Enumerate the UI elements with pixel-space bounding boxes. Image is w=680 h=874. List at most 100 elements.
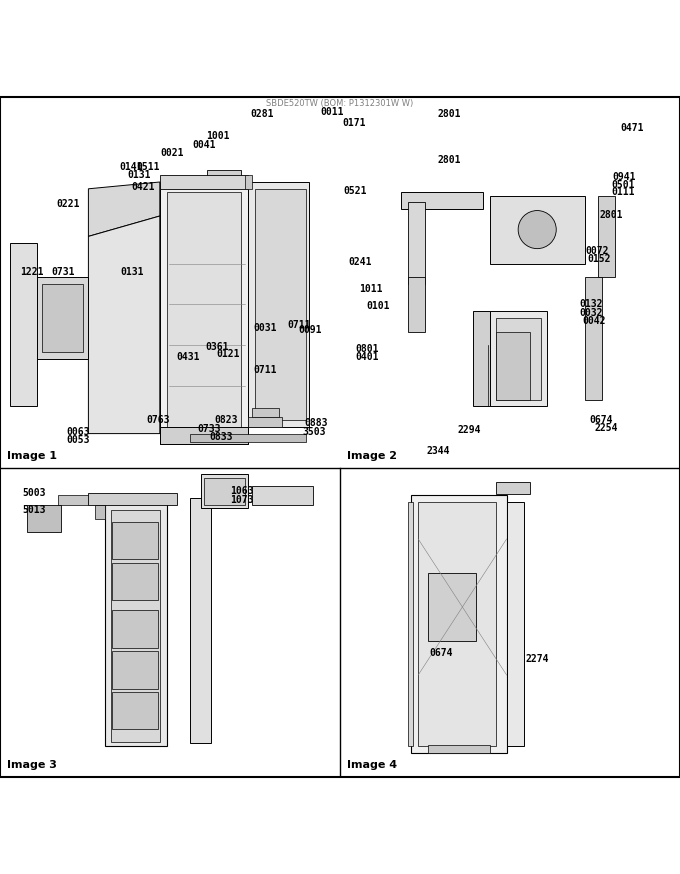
Bar xyxy=(42,284,83,352)
Text: 0501: 0501 xyxy=(611,180,634,190)
Bar xyxy=(112,522,158,559)
Text: 0471: 0471 xyxy=(620,122,643,133)
Circle shape xyxy=(518,211,556,248)
Text: 0121: 0121 xyxy=(216,349,239,359)
Text: 0131: 0131 xyxy=(121,267,144,277)
Bar xyxy=(112,610,158,648)
Bar xyxy=(190,498,211,743)
Text: 0674: 0674 xyxy=(590,415,613,425)
Polygon shape xyxy=(95,505,105,518)
Text: 2344: 2344 xyxy=(427,446,450,455)
Bar xyxy=(112,651,158,689)
Text: 0141: 0141 xyxy=(120,162,143,172)
Bar xyxy=(411,495,507,753)
Text: 0711: 0711 xyxy=(254,365,277,375)
Text: 0733: 0733 xyxy=(197,424,220,434)
Bar xyxy=(160,175,248,189)
Text: 0072: 0072 xyxy=(585,246,609,256)
Bar xyxy=(428,573,476,641)
Text: 0011: 0011 xyxy=(320,107,343,117)
Text: 0823: 0823 xyxy=(214,415,237,425)
Text: 0674: 0674 xyxy=(429,649,452,658)
Bar xyxy=(408,277,425,331)
Bar xyxy=(245,175,252,189)
Bar xyxy=(585,277,602,399)
Text: SBDE520TW (BOM: P1312301W W): SBDE520TW (BOM: P1312301W W) xyxy=(267,99,413,108)
Text: 0042: 0042 xyxy=(583,316,606,326)
Text: 0021: 0021 xyxy=(160,148,184,158)
Polygon shape xyxy=(10,243,37,406)
Text: 1001: 1001 xyxy=(206,131,229,141)
Polygon shape xyxy=(248,182,309,427)
Text: 0132: 0132 xyxy=(580,300,603,309)
Text: 0131: 0131 xyxy=(128,170,151,179)
Text: Image 2: Image 2 xyxy=(347,451,397,461)
Bar xyxy=(37,277,88,359)
Bar xyxy=(111,510,160,742)
Text: 0111: 0111 xyxy=(611,187,634,198)
Text: 2801: 2801 xyxy=(437,109,460,119)
Text: Image 1: Image 1 xyxy=(7,451,57,461)
Text: 0521: 0521 xyxy=(343,186,367,196)
Text: 2254: 2254 xyxy=(595,423,618,434)
Polygon shape xyxy=(255,189,306,420)
Bar xyxy=(490,196,585,264)
Bar xyxy=(207,170,241,178)
Bar xyxy=(507,502,524,746)
Text: 0731: 0731 xyxy=(52,267,75,277)
Bar xyxy=(190,434,306,441)
Text: 0221: 0221 xyxy=(56,198,80,209)
Polygon shape xyxy=(160,427,248,444)
Text: Image 4: Image 4 xyxy=(347,760,397,770)
Bar xyxy=(252,486,313,505)
Text: 2294: 2294 xyxy=(458,425,481,435)
Bar xyxy=(496,318,541,399)
Text: Image 3: Image 3 xyxy=(7,760,56,770)
Text: 0171: 0171 xyxy=(343,118,366,128)
Text: 0763: 0763 xyxy=(147,415,170,425)
Bar xyxy=(105,502,167,746)
Text: 0511: 0511 xyxy=(137,162,160,172)
Bar xyxy=(496,331,530,399)
Text: 0041: 0041 xyxy=(192,140,216,149)
Polygon shape xyxy=(473,311,490,406)
Text: 1063: 1063 xyxy=(230,487,253,496)
Text: 0152: 0152 xyxy=(588,253,611,264)
Bar xyxy=(418,502,496,746)
Bar xyxy=(408,203,425,284)
Text: 0053: 0053 xyxy=(67,434,90,445)
Bar xyxy=(496,482,530,494)
Text: 0401: 0401 xyxy=(356,352,379,363)
Bar xyxy=(248,417,282,427)
Text: 0711: 0711 xyxy=(288,320,311,329)
Text: 2801: 2801 xyxy=(600,211,623,220)
Bar xyxy=(112,563,158,600)
Polygon shape xyxy=(88,216,160,434)
Text: 0281: 0281 xyxy=(250,109,273,119)
Text: 0421: 0421 xyxy=(131,183,154,192)
Bar xyxy=(167,192,241,437)
Bar xyxy=(428,745,490,753)
Text: 0883: 0883 xyxy=(305,419,328,428)
Bar xyxy=(201,475,248,509)
Text: 0063: 0063 xyxy=(67,427,90,436)
Bar xyxy=(252,408,279,417)
Bar xyxy=(58,495,88,505)
Text: 5003: 5003 xyxy=(22,488,46,498)
Text: 0031: 0031 xyxy=(254,323,277,333)
Text: 2274: 2274 xyxy=(526,654,549,663)
Bar xyxy=(204,478,245,505)
Text: 0431: 0431 xyxy=(176,351,199,362)
Text: 0361: 0361 xyxy=(206,343,229,352)
Text: 2801: 2801 xyxy=(437,156,460,165)
Text: 0241: 0241 xyxy=(349,257,372,267)
Bar xyxy=(27,505,61,532)
Bar xyxy=(160,182,248,444)
Bar xyxy=(408,502,413,746)
Bar xyxy=(598,196,615,277)
Text: 5013: 5013 xyxy=(22,505,46,515)
Bar xyxy=(401,192,483,209)
Bar xyxy=(112,692,158,730)
Bar xyxy=(490,311,547,406)
Text: 0833: 0833 xyxy=(209,432,233,442)
